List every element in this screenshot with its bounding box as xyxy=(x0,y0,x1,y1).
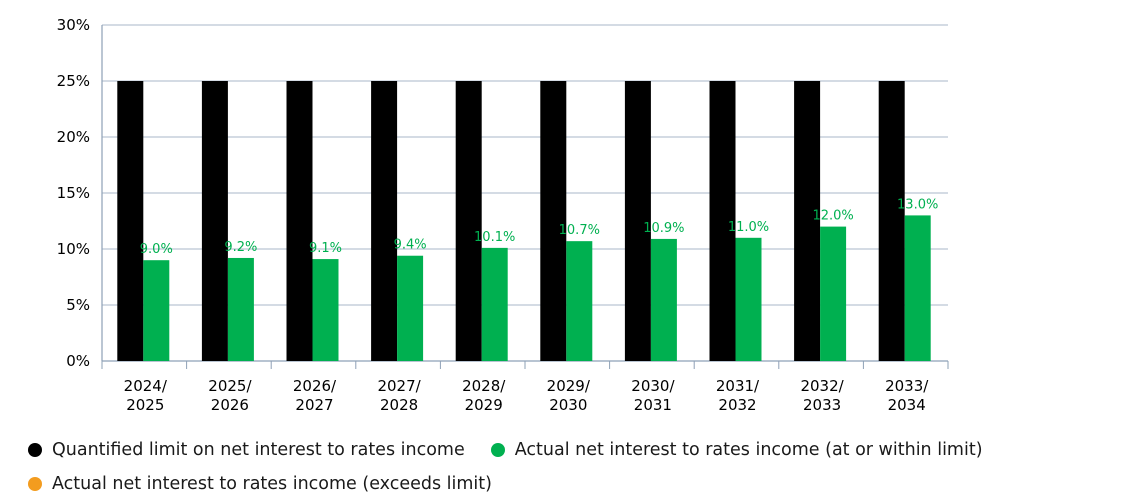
y-tick-label: 15% xyxy=(57,184,90,202)
legend-row-2: Actual net interest to rates income (exc… xyxy=(28,474,518,494)
x-tick-label: 2034 xyxy=(888,396,926,414)
bar-actual xyxy=(312,259,339,361)
x-tick-label: 2031 xyxy=(634,396,672,414)
y-tick-label: 30% xyxy=(57,16,90,34)
legend-black-dot-icon xyxy=(28,443,42,457)
bars xyxy=(117,81,931,361)
bar-limit xyxy=(624,81,651,361)
x-tick-label: 2030/ xyxy=(631,377,675,395)
y-tick-label: 20% xyxy=(57,128,90,146)
x-axis: 2024/2025 2025/2026 2026/2027 2027/2028 2028… xyxy=(101,361,949,414)
bar-actual xyxy=(904,215,931,361)
bar-actual xyxy=(566,241,593,361)
bar-limit xyxy=(878,81,905,361)
x-tick-label: 2031/ xyxy=(716,377,760,395)
x-tick-label: 2024/ xyxy=(124,377,168,395)
data-label: 9.1% xyxy=(309,241,342,256)
y-tick-label: 25% xyxy=(57,72,90,90)
x-tick-label: 2026/ xyxy=(293,377,337,395)
data-label: 10.9% xyxy=(643,221,684,236)
y-tick-label: 0% xyxy=(66,352,90,370)
bar-limit xyxy=(201,81,228,361)
data-label: 10.7% xyxy=(559,223,600,238)
bar-actual xyxy=(820,226,847,361)
data-labels: 9.0% 9.2% 9.1% 9.4% 10.1% 10.7% 10.9% 11.0% 12.0… xyxy=(140,197,939,257)
bar-actual xyxy=(227,257,254,361)
data-label: 13.0% xyxy=(897,197,938,212)
x-tick-label: 2033/ xyxy=(885,377,929,395)
bar-limit xyxy=(709,81,736,361)
bar-actual xyxy=(650,238,677,361)
legend-green-dot-icon xyxy=(490,443,505,457)
bar-limit xyxy=(286,81,313,361)
y-axis-ticks: 0% 5% 10% 15% 20% 25% 30% xyxy=(57,16,90,370)
x-tick-label: 2025 xyxy=(126,396,164,414)
bar-limit xyxy=(371,81,398,361)
legend-label-within: Actual net interest to rates income (at … xyxy=(514,440,983,460)
data-label: 9.4% xyxy=(394,238,427,253)
x-tick-label: 2029 xyxy=(465,396,503,414)
x-tick-label: 2030 xyxy=(549,396,587,414)
bar-actual xyxy=(143,260,170,361)
bar-actual xyxy=(735,237,762,361)
x-tick-label: 2032 xyxy=(718,396,756,414)
data-label: 11.0% xyxy=(728,220,769,235)
x-tick-label: 2026 xyxy=(211,396,249,414)
legend-item-within: Actual net interest to rates income (at … xyxy=(490,440,983,460)
bar-limit xyxy=(794,81,821,361)
data-label: 12.0% xyxy=(812,209,853,224)
legend-orange-dot-icon xyxy=(28,477,42,491)
legend-item-exceeds: Actual net interest to rates income (exc… xyxy=(28,474,492,494)
data-label: 9.2% xyxy=(224,240,257,255)
bar-limit xyxy=(455,81,482,361)
x-tick-label: 2028/ xyxy=(462,377,506,395)
x-tick-label: 2027/ xyxy=(377,377,421,395)
bar-actual xyxy=(481,247,508,361)
data-label: 9.0% xyxy=(140,242,173,257)
y-tick-label: 5% xyxy=(66,296,90,314)
bar-limit xyxy=(117,81,144,361)
legend-label-limit: Quantified limit on net interest to rate… xyxy=(52,440,465,460)
bar-limit xyxy=(540,81,567,361)
x-tick-label: 2028 xyxy=(380,396,418,414)
bar-actual xyxy=(397,255,424,361)
legend-item-limit: Quantified limit on net interest to rate… xyxy=(28,440,465,460)
x-tick-label: 2032/ xyxy=(800,377,844,395)
legend-row-1: Quantified limit on net interest to rate… xyxy=(28,440,1009,460)
x-tick-label: 2029/ xyxy=(547,377,591,395)
chart: 0% 5% 10% 15% 20% 25% 30% 9.0% 9.2% 9.1% 9.4% 10.1… xyxy=(57,16,949,414)
data-label: 10.1% xyxy=(474,230,515,245)
legend-label-exceeds: Actual net interest to rates income (exc… xyxy=(52,474,492,494)
x-tick-label: 2027 xyxy=(295,396,333,414)
x-tick-label: 2033 xyxy=(803,396,841,414)
y-tick-label: 10% xyxy=(57,240,90,258)
x-tick-label: 2025/ xyxy=(208,377,252,395)
